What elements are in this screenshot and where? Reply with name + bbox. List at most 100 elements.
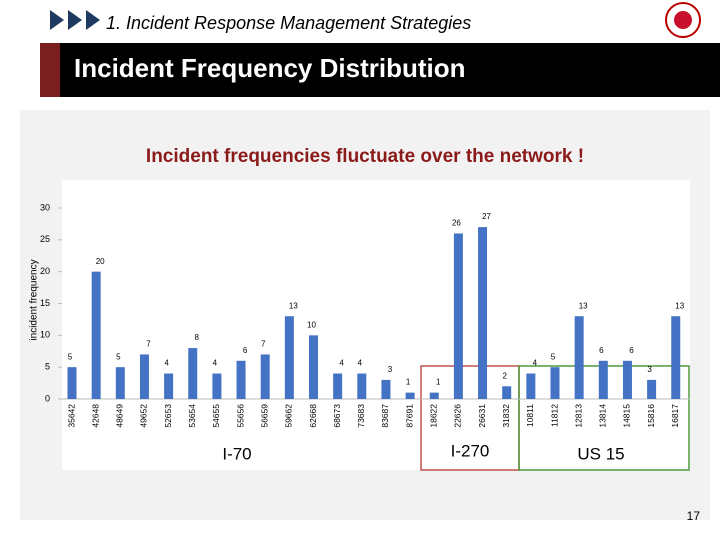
section-title: 1. Incident Response Management Strategi…	[106, 13, 471, 33]
bar	[164, 373, 174, 399]
data-label: 26	[452, 219, 461, 228]
x-tick-label: 16817	[670, 404, 680, 428]
x-tick-label: 10811	[525, 404, 535, 427]
data-label: 10	[307, 320, 316, 329]
page-number: 17	[687, 509, 701, 523]
x-tick-label: 73683	[356, 404, 366, 428]
y-tick-label: 20	[40, 266, 50, 276]
y-tick-label: 15	[40, 298, 50, 308]
banner	[60, 43, 720, 97]
bar	[647, 379, 657, 399]
data-label: 20	[96, 257, 105, 266]
x-tick-label: 13814	[598, 404, 608, 428]
x-tick-label: 12813	[573, 404, 583, 428]
bar	[429, 392, 439, 399]
data-label: 6	[243, 346, 248, 355]
x-tick-label: 11812	[549, 404, 559, 427]
y-tick-label: 0	[45, 393, 50, 403]
y-tick-label: 5	[45, 362, 50, 372]
bar	[405, 392, 415, 399]
x-tick-label: 15816	[646, 404, 656, 428]
bar	[333, 373, 343, 399]
bar	[381, 379, 391, 399]
nav-arrows	[50, 10, 100, 30]
bar	[115, 367, 125, 399]
x-tick-label: 42648	[90, 404, 100, 428]
banner-title: Incident Frequency Distribution	[74, 53, 465, 83]
y-tick-label: 10	[40, 330, 50, 340]
x-tick-label: 83687	[380, 404, 390, 428]
bar	[139, 354, 149, 399]
x-tick-label: 87691	[404, 404, 414, 428]
x-tick-label: 18622	[429, 404, 439, 428]
data-label: 6	[629, 346, 634, 355]
bar	[526, 373, 536, 399]
bar	[309, 335, 318, 399]
data-label: 6	[599, 346, 604, 355]
bar	[236, 360, 246, 399]
x-tick-label: 49652	[139, 404, 149, 428]
data-label: 4	[164, 359, 169, 368]
bar	[598, 360, 608, 399]
banner-accent	[40, 43, 60, 97]
bar	[550, 367, 560, 399]
bar	[212, 373, 222, 399]
x-tick-label: 68673	[332, 404, 342, 428]
x-tick-label: 62668	[308, 404, 318, 428]
bar	[188, 348, 198, 399]
x-tick-label: 14815	[622, 404, 632, 428]
group-label: US 15	[577, 444, 624, 463]
x-tick-label: 56659	[259, 404, 269, 428]
data-label: 5	[551, 352, 556, 361]
data-label: 8	[195, 333, 200, 342]
bar	[67, 367, 77, 399]
data-label: 7	[146, 340, 151, 349]
data-label: 27	[482, 212, 491, 221]
data-label: 4	[339, 359, 344, 368]
x-tick-label: 59662	[284, 404, 294, 428]
y-tick-label: 30	[40, 202, 50, 212]
data-label: 4	[213, 359, 218, 368]
logo-center	[674, 11, 692, 29]
bar	[357, 373, 367, 399]
x-tick-label: 53654	[187, 404, 197, 428]
x-tick-label: 52653	[163, 404, 173, 428]
data-label: 13	[289, 301, 298, 310]
bar	[453, 233, 463, 399]
x-tick-label: 31832	[501, 404, 511, 428]
data-label: 1	[436, 378, 441, 387]
x-tick-label: 54655	[211, 404, 221, 428]
data-label: 5	[116, 352, 121, 361]
data-label: 2	[502, 371, 507, 380]
chart-title: Incident frequencies fluctuate over the …	[146, 146, 584, 167]
bar	[478, 227, 488, 399]
bar	[260, 354, 270, 399]
bar	[622, 360, 632, 399]
x-tick-label: 55656	[235, 404, 245, 428]
plot-area	[62, 180, 690, 470]
x-tick-label: 26631	[477, 404, 487, 428]
data-label: 4	[358, 359, 363, 368]
bar	[91, 271, 101, 399]
data-label: 13	[579, 301, 588, 310]
arrows	[50, 10, 100, 30]
data-label: 4	[533, 359, 538, 368]
bar	[284, 316, 294, 399]
x-tick-label: 35642	[66, 404, 76, 428]
group-label: I-70	[222, 444, 251, 463]
data-label: 7	[261, 340, 266, 349]
y-axis-label: incident frequency	[29, 259, 40, 340]
bar	[574, 316, 584, 399]
x-tick-label: 48649	[115, 404, 125, 428]
data-label: 3	[388, 365, 393, 374]
data-label: 3	[647, 365, 652, 374]
bar	[502, 386, 512, 399]
y-tick-label: 25	[40, 234, 50, 244]
data-label: 1	[406, 378, 411, 387]
x-tick-label: 22626	[453, 404, 463, 428]
data-label: 5	[68, 352, 73, 361]
bar	[671, 316, 681, 399]
data-label: 13	[675, 301, 684, 310]
group-label: I-270	[451, 441, 490, 460]
